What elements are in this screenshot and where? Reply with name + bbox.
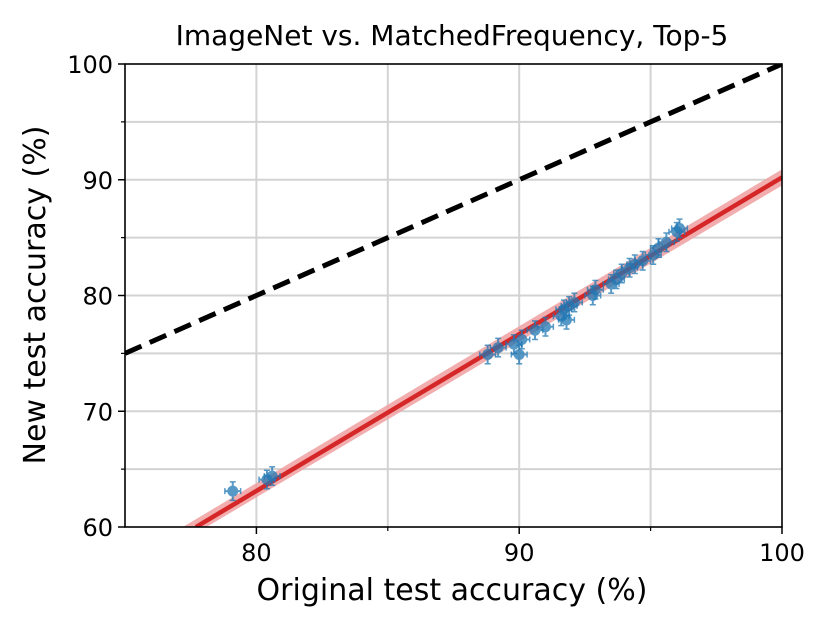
point-marker [539, 321, 551, 333]
data-point [263, 466, 281, 487]
y-tick-label: 60 [82, 514, 113, 542]
data-point [224, 481, 242, 502]
data-point [586, 279, 605, 300]
x-tick-label: 90 [504, 539, 535, 567]
point-marker [652, 242, 664, 254]
point-marker [660, 236, 672, 248]
data-point [565, 292, 584, 313]
grid [125, 64, 782, 527]
y-tick-label: 90 [82, 167, 113, 195]
x-tick-label: 100 [759, 539, 805, 567]
fit-band-layer [182, 169, 782, 527]
chart-title: ImageNet vs. MatchedFrequency, Top-5 [176, 19, 729, 52]
data-point [489, 337, 507, 358]
point-marker [227, 485, 239, 497]
x-axis-label: Original test accuracy (%) [257, 573, 648, 608]
data-point [479, 344, 497, 365]
point-marker [482, 349, 494, 361]
reference-line-y-equals-x [125, 64, 782, 356]
y-tick-label: 70 [82, 398, 113, 426]
data-point [634, 250, 652, 271]
point-marker [568, 296, 580, 308]
data-point [513, 329, 531, 350]
point-marker [637, 255, 649, 267]
point-marker [492, 342, 504, 354]
point-marker [513, 349, 525, 361]
data-point [536, 316, 555, 337]
data-point [670, 218, 689, 239]
y-axis-label: New test accuracy (%) [18, 126, 53, 465]
point-marker [616, 268, 628, 280]
point-marker [266, 470, 278, 482]
point-marker [674, 222, 686, 234]
point-marker [589, 284, 601, 296]
data-point [657, 232, 676, 253]
point-marker [561, 314, 573, 326]
ticks-layer: 80 90 100 60 70 80 90 100 [67, 51, 805, 567]
points-layer [224, 218, 689, 502]
y-tick-label: 80 [82, 283, 113, 311]
y-tick-label: 100 [67, 51, 113, 79]
x-tick-label: 80 [241, 539, 272, 567]
fit-confidence-band [182, 169, 782, 527]
data-point [557, 309, 576, 330]
data-point [649, 238, 668, 259]
point-marker [516, 333, 528, 345]
